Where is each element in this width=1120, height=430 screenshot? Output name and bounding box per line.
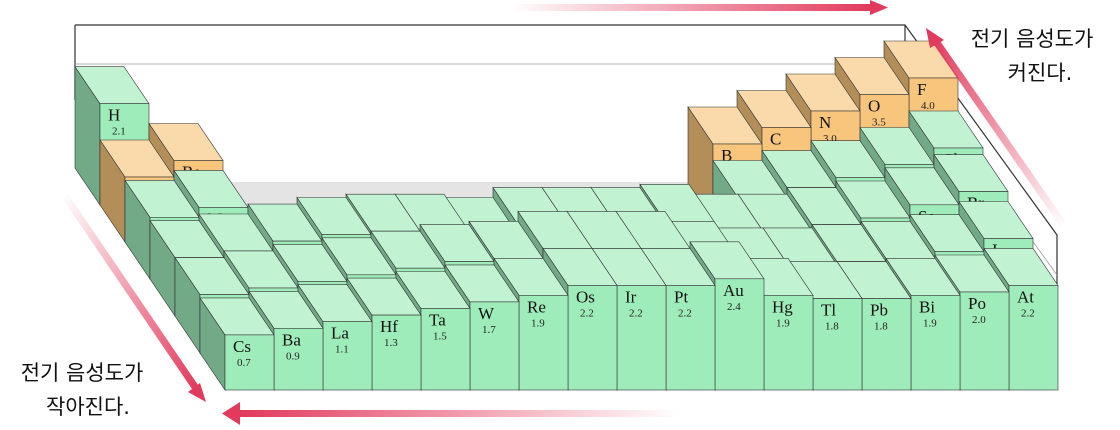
element-value: 2.2 [678, 307, 692, 319]
element-block: Cs0.7 [199, 296, 275, 391]
block-front [910, 294, 961, 391]
annotation: 커진다. [1008, 61, 1073, 85]
element-value: 2.4 [727, 301, 741, 313]
element-value: 1.9 [923, 317, 937, 329]
element-symbol: Po [968, 294, 986, 313]
element-value: 1.9 [776, 317, 790, 329]
block-front [763, 294, 814, 391]
element-symbol: La [331, 324, 349, 343]
element-symbol: H [108, 106, 120, 125]
element-symbol: C [770, 130, 781, 149]
element-symbol: B [721, 146, 732, 165]
block-front [420, 308, 471, 391]
element-symbol: Re [527, 297, 546, 316]
block-front [959, 291, 1010, 391]
block-front [567, 285, 618, 391]
block-front [322, 321, 373, 391]
element-symbol: Tl [821, 301, 836, 320]
element-value: 1.1 [335, 344, 349, 356]
element-symbol: Pb [870, 301, 888, 320]
block-front [714, 278, 765, 391]
element-value: 0.9 [286, 350, 300, 362]
element-symbol: Hg [772, 297, 793, 316]
element-value: 1.7 [482, 324, 496, 336]
block-front [861, 298, 912, 391]
element-value: 1.8 [825, 321, 839, 333]
element-value: 1.8 [874, 321, 888, 333]
block-front [1008, 285, 1059, 391]
element-symbol: W [478, 304, 495, 323]
block-front [224, 334, 275, 391]
annotation: 전기 음성도가 [21, 361, 144, 385]
block-front [273, 327, 324, 391]
element-symbol: Bi [919, 297, 935, 316]
element-symbol: Cs [233, 337, 251, 356]
block-front [518, 294, 569, 391]
element-value: 2.2 [1021, 307, 1035, 319]
block-front [665, 285, 716, 391]
element-symbol: Os [576, 287, 595, 306]
element-symbol: Ta [429, 311, 446, 330]
element-value: 1.3 [384, 337, 398, 349]
annotation: 작아진다. [46, 395, 130, 419]
arrows [62, 0, 1066, 425]
element-symbol: At [1017, 287, 1034, 306]
element-symbol: Ba [282, 330, 301, 349]
block-front [616, 285, 667, 391]
element-value: 2.2 [629, 307, 643, 319]
element-symbol: O [868, 97, 880, 116]
element-value: 1.9 [531, 317, 545, 329]
block-front [812, 298, 863, 391]
annotation: 전기 음성도가 [971, 27, 1094, 51]
element-symbol: Ir [625, 287, 637, 306]
element-value: 1.5 [433, 331, 447, 343]
block-front [469, 301, 520, 391]
blocks: H2.1F4.0O3.5N3.0C2.5B2.0Be1.5Li1.0Cl3.0S… [74, 40, 1059, 391]
element-symbol: Au [723, 281, 744, 300]
element-value: 2.2 [580, 307, 594, 319]
element-value: 0.7 [237, 357, 251, 369]
element-value: 2.0 [972, 314, 986, 326]
element-value: 4.0 [921, 100, 935, 112]
element-symbol: F [917, 80, 926, 99]
element-symbol: Hf [380, 317, 398, 336]
element-value: 3.5 [872, 117, 886, 129]
element-symbol: N [819, 113, 831, 132]
element-symbol: Pt [674, 287, 688, 306]
element-value: 2.1 [112, 126, 126, 138]
block-front [371, 314, 422, 391]
